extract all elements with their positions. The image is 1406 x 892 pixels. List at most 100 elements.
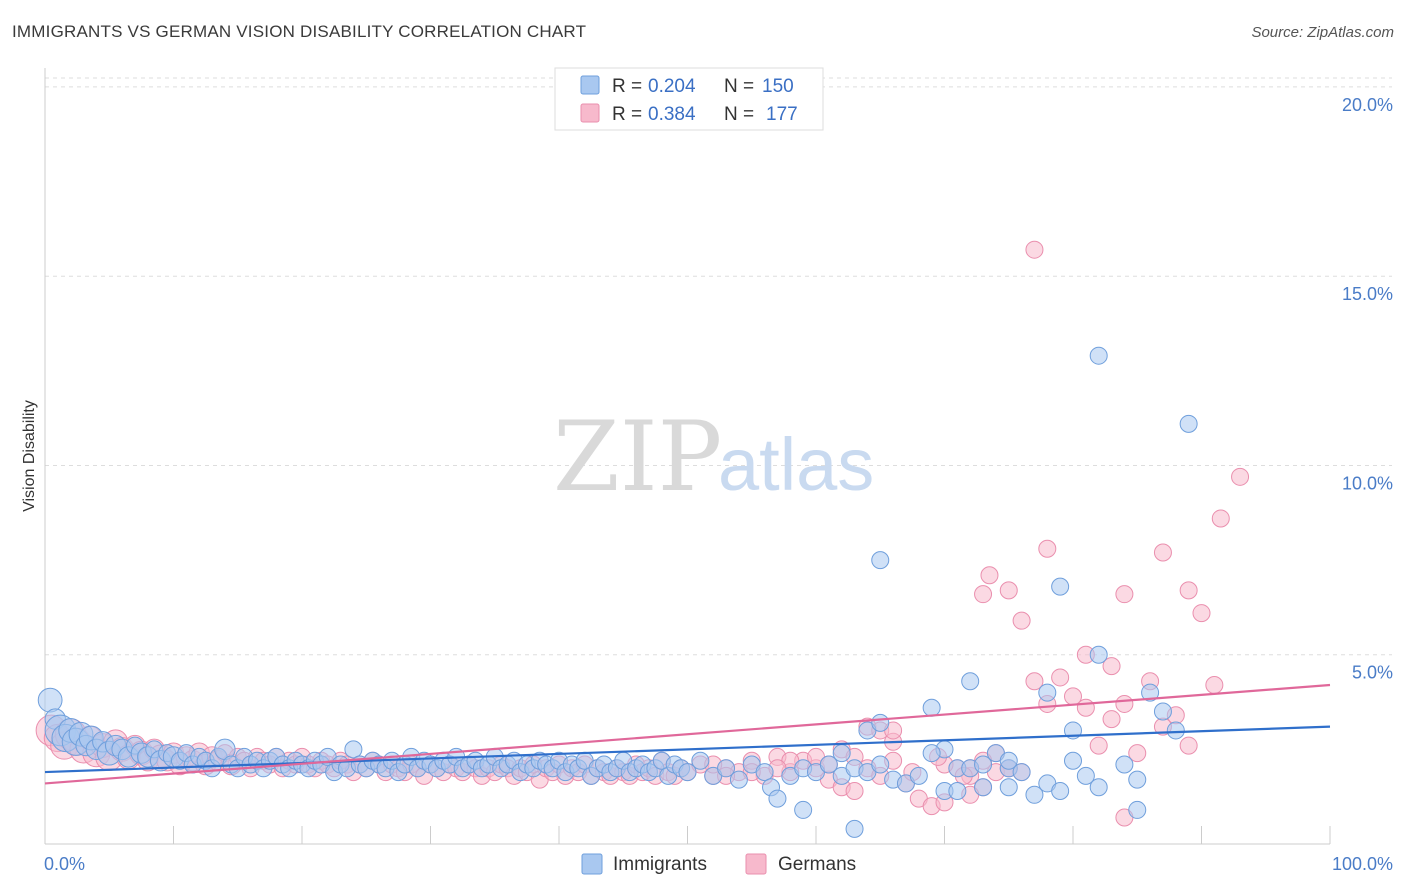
germans-point: [1115, 585, 1134, 604]
immigrants-point: [1128, 800, 1147, 819]
immigrants-point: [1153, 702, 1172, 721]
bottom-legend-swatch-immigrants: [581, 853, 603, 875]
germans-point: [1231, 467, 1250, 486]
germans-point: [1089, 736, 1108, 755]
immigrants-point: [1089, 645, 1108, 664]
legend-r-value-immigrants: 0.204: [648, 76, 696, 97]
germans-point: [1076, 698, 1095, 717]
germans-point: [1153, 543, 1172, 562]
germans-point: [974, 585, 993, 604]
immigrants-point: [1025, 785, 1044, 804]
immigrants-point: [999, 778, 1018, 797]
y-tick-label: 10.0%: [1342, 473, 1393, 493]
immigrants-point: [1051, 577, 1070, 596]
germans-point: [1211, 509, 1230, 528]
immigrants-trend-line: [44, 725, 1331, 774]
y-tick-label: 15.0%: [1342, 284, 1393, 304]
y-tick-labels: 5.0% 10.0% 15.0% 20.0%: [1342, 95, 1393, 683]
legend-n-label-germans: N =: [724, 104, 754, 125]
grid-lines: [45, 77, 1392, 656]
germans-point: [1025, 240, 1044, 259]
bottom-legend: Immigrants Germans: [581, 853, 856, 875]
legend-r-label-germans: R =: [612, 104, 642, 125]
bottom-legend-label-immigrants: Immigrants: [613, 854, 707, 875]
immigrants-point: [755, 763, 774, 782]
immigrants-point: [678, 763, 697, 782]
immigrants-point: [729, 770, 748, 789]
immigrants-point: [1115, 755, 1134, 774]
trend-lines: [44, 683, 1331, 785]
y-tick-label: 5.0%: [1352, 663, 1393, 683]
germans-point: [1179, 736, 1198, 755]
legend-r-value-germans: 0.384: [648, 104, 696, 125]
watermark: ZIP atlas: [553, 401, 874, 513]
immigrants-point: [922, 744, 941, 763]
immigrants-point: [948, 782, 967, 801]
immigrants-point: [909, 766, 928, 785]
immigrants-point: [1089, 346, 1108, 365]
germans-point: [1051, 668, 1070, 687]
immigrants-point: [1012, 763, 1031, 782]
immigrants-point: [1166, 721, 1185, 740]
immigrants-point: [344, 740, 363, 759]
germans-point: [1038, 539, 1057, 558]
legend-r-label-immigrants: R =: [612, 76, 642, 97]
germans-point: [1128, 744, 1147, 763]
germans-point: [1192, 604, 1211, 623]
immigrants-point: [1089, 778, 1108, 797]
y-tick-label: 20.0%: [1342, 95, 1393, 115]
germans-point: [980, 566, 999, 585]
germans-trend-line: [44, 683, 1331, 785]
immigrants-point: [845, 819, 864, 838]
legend-box: [554, 67, 824, 131]
immigrants-point: [832, 744, 851, 763]
immigrants-point: [1141, 683, 1160, 702]
legend-n-value-immigrants: 150: [762, 76, 794, 97]
germans-point: [845, 782, 864, 801]
x-ticks: [44, 826, 1331, 844]
germans-point: [999, 581, 1018, 600]
immigrants-point: [871, 755, 890, 774]
immigrants-point: [961, 672, 980, 691]
immigrants-point: [691, 751, 710, 770]
legend-swatch-germans: [580, 103, 600, 123]
legend: R = 0.204 N = 150 R = 0.384 N = 177: [554, 67, 824, 131]
immigrants-point: [974, 778, 993, 797]
immigrants-point: [1128, 770, 1147, 789]
immigrants-point: [871, 713, 890, 732]
germans-point: [1102, 657, 1121, 676]
germans-point: [1025, 672, 1044, 691]
bottom-legend-label-germans: Germans: [778, 854, 856, 875]
x-tick-label-max: 100.0%: [1332, 854, 1393, 874]
immigrants-point: [1038, 683, 1057, 702]
bottom-legend-swatch-germans: [745, 853, 767, 875]
immigrants-point: [999, 751, 1018, 770]
immigrants-point: [768, 789, 787, 808]
immigrants-point: [1179, 414, 1198, 433]
legend-swatch-immigrants: [580, 75, 600, 95]
immigrants-point: [717, 759, 736, 778]
immigrants-point: [922, 698, 941, 717]
legend-n-value-germans: 177: [766, 104, 798, 125]
source-label: Source: ZipAtlas.com: [1251, 24, 1394, 41]
immigrants-point: [794, 800, 813, 819]
immigrants-point: [1064, 751, 1082, 770]
immigrants-point: [1076, 766, 1095, 785]
watermark-atlas: atlas: [718, 423, 874, 506]
watermark-zip: ZIP: [553, 401, 722, 513]
germans-point: [1012, 611, 1031, 630]
immigrants-point: [1051, 782, 1070, 801]
immigrants-point: [871, 551, 890, 570]
germans-point: [1115, 694, 1134, 713]
y-axis-label: Vision Disability: [21, 400, 38, 512]
immigrants-point: [37, 687, 63, 713]
immigrants-point: [974, 755, 993, 774]
germans-point: [1205, 676, 1224, 695]
chart-title: IMMIGRANTS VS GERMAN VISION DISABILITY C…: [12, 22, 587, 41]
immigrants-point: [819, 755, 838, 774]
legend-n-label-immigrants: N =: [724, 76, 754, 97]
germans-point: [1179, 581, 1198, 600]
germans-point: [1102, 710, 1121, 729]
x-tick-label-min: 0.0%: [44, 854, 85, 874]
